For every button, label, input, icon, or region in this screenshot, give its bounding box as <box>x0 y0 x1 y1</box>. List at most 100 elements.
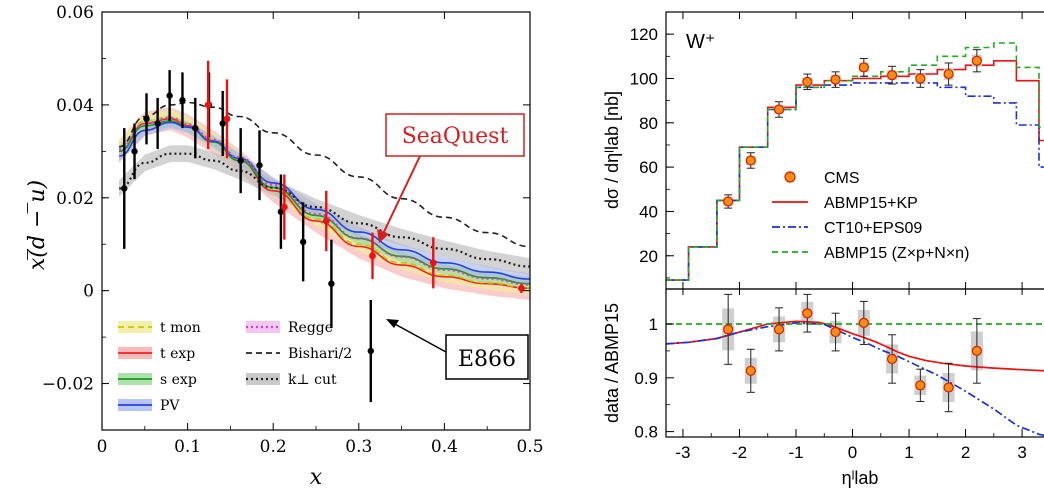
right-bottom-y-tick-label: 0.8 <box>634 423 658 442</box>
e866-point <box>154 97 161 150</box>
cms-point <box>886 65 898 85</box>
cms-ratio-point <box>858 300 869 345</box>
cms-ratio-point <box>773 307 785 352</box>
right-bottom-chart: 0.8 0.9 1 -3 -2 -1 0 1 2 3 data / ABMP15 ηˡlab <box>602 288 1044 488</box>
e866-point <box>277 174 285 249</box>
seaquest-box <box>385 113 525 157</box>
cms-point <box>802 73 813 91</box>
legend-item: ABMP15+KP <box>772 195 918 212</box>
legend-item: k⊥ cut <box>246 372 337 388</box>
right-x-tick-label: -1 <box>788 443 803 462</box>
cms-point <box>773 101 785 118</box>
right-x-axis-label: ηˡlab <box>842 468 879 488</box>
left-x-tick-label: 0.5 <box>516 437 543 457</box>
seaquest-label: SeaQuest <box>402 124 509 149</box>
band-3 <box>119 117 530 285</box>
e866-arrow <box>392 322 447 353</box>
left-y-tick-label: 0.02 <box>56 189 94 209</box>
e866-point <box>166 70 173 122</box>
e866-point <box>328 239 335 328</box>
seaquest-point <box>429 237 437 289</box>
seaquest-arrow <box>381 155 421 237</box>
right-top-y-tick-label: 120 <box>630 25 658 44</box>
legend-item: ABMP15 (Z×p+N×n) <box>772 245 969 262</box>
right-x-tick-label: -3 <box>675 443 690 462</box>
e866-point <box>179 72 186 129</box>
legend-item: Regge <box>246 320 333 336</box>
e866-point <box>219 90 226 156</box>
seaquest-point <box>518 283 525 293</box>
cms-ratio-point <box>745 348 756 393</box>
legend-item: Bishari/2 <box>246 346 352 362</box>
e866-point <box>121 128 128 249</box>
cms-ratio-point <box>886 334 898 384</box>
seaquest-point <box>204 60 212 150</box>
cms-ratio-point <box>915 368 926 402</box>
e866-point <box>299 202 307 282</box>
cms-point <box>830 71 841 88</box>
legend-item: t mon <box>118 320 201 336</box>
legend-item: CMS <box>784 170 860 187</box>
right-top-title: W⁺ <box>686 31 715 53</box>
cms-ratio-point <box>971 318 982 384</box>
left-legend: t mon t exp s exp PV Regge Bishari/2 k⊥ cut <box>118 320 352 414</box>
legend-item: s exp <box>118 372 197 388</box>
right-legend: CMS ABMP15+KP CT10+EPS09 ABMP15 (Z×p+N×n) <box>772 170 969 262</box>
left-x-axis-label: x <box>310 465 323 490</box>
seaquest-point <box>223 79 231 159</box>
legend-label: CT10+EPS09 <box>824 220 922 237</box>
e866-annotation: E866 <box>386 319 529 380</box>
right-x-tick-label: 1 <box>904 443 913 462</box>
legend-item: t exp <box>118 346 195 362</box>
right-x-tick-label: -2 <box>732 443 747 462</box>
seaquest-annotation: SeaQuest <box>377 113 525 243</box>
legend-label: s exp <box>160 372 197 388</box>
right-top-y-tick-label: 60 <box>639 158 658 177</box>
legend-label: t mon <box>160 320 201 336</box>
left-y-tick-label: 0.06 <box>56 3 94 23</box>
curve-3 <box>118 121 530 280</box>
e866-point <box>237 128 244 194</box>
seaquest-point <box>280 174 288 240</box>
legend-label: ABMP15 (Z×p+N×n) <box>824 245 969 262</box>
right-x-tick-label: 3 <box>1017 443 1026 462</box>
right-x-tick-label: 0 <box>848 443 857 462</box>
cms-point <box>943 62 954 86</box>
hist-2 <box>666 42 1044 281</box>
right-bottom-y-tick-label: 0.9 <box>634 369 658 388</box>
seaquest-point <box>369 232 376 280</box>
left-x-tick-label: 0 <box>97 437 108 457</box>
cms-ratio-point <box>802 293 813 333</box>
left-y-tick-label: 0.04 <box>56 96 94 116</box>
legend-item: CT10+EPS09 <box>772 220 922 237</box>
cms-point <box>723 194 734 209</box>
left-chart: 0 0.1 0.2 0.3 0.4 0.5 −0.02 0 0.02 0.04 0.06 x x(̅… <box>25 3 544 490</box>
right-top-y-tick-label: 100 <box>630 69 658 88</box>
cms-point <box>745 152 756 169</box>
e866-point <box>256 130 263 201</box>
cms-ratio-point <box>943 362 954 413</box>
legend-label: Bishari/2 <box>288 346 352 362</box>
legend-label: PV <box>160 398 180 414</box>
e866-point <box>131 123 138 180</box>
e866-point <box>192 97 199 159</box>
legend-label: t exp <box>160 346 195 362</box>
legend-label: k⊥ cut <box>288 372 337 388</box>
left-y-tick-label: 0 <box>83 282 94 302</box>
legend-label: CMS <box>824 170 860 187</box>
right-x-tick-label: 2 <box>961 443 970 462</box>
e866-box <box>445 334 529 380</box>
right-top-y-axis-label: dσ / dηˡlab [nb] <box>602 91 622 209</box>
e866-arrowhead <box>386 319 399 328</box>
cms-point <box>915 69 926 88</box>
seaquest-point <box>322 190 330 252</box>
left-x-tick-label: 0.1 <box>174 437 201 457</box>
cms-ratio-point <box>723 293 734 365</box>
curve-4 <box>118 116 530 286</box>
legend-label: Regge <box>288 320 333 336</box>
left-y-axis-label: x(̅d − ̅u) <box>25 180 50 270</box>
legend-label: ABMP15+KP <box>824 195 918 212</box>
right-top-chart: 20 40 60 80 100 120 W⁺ dσ / dηˡlab [nb] CMS AB… <box>602 11 1044 290</box>
left-x-tick-label: 0.3 <box>345 437 372 457</box>
